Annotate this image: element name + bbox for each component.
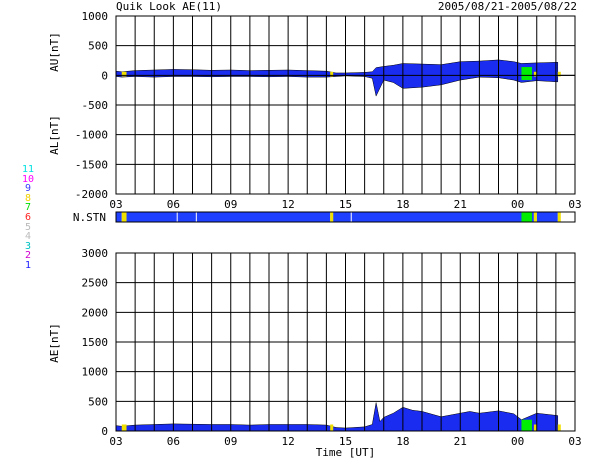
au-al-ytick: -500 — [82, 99, 109, 112]
au-al-ytick: -2000 — [75, 188, 108, 201]
station-legend-item: 5 — [24, 221, 32, 233]
nstn-gap-marker — [330, 212, 334, 222]
ae-xtick: 03 — [568, 435, 581, 448]
au-al-ytick: 0 — [101, 69, 108, 82]
date-range: 2005/08/21-2005/08/22 — [437, 0, 577, 13]
ae-xtick: 15 — [339, 435, 352, 448]
ae-ytick: 500 — [88, 395, 108, 408]
au-al-gap-marker — [557, 71, 561, 77]
ae-ytick: 2500 — [82, 277, 109, 290]
nstn-gap-marker — [533, 212, 537, 222]
nstn-segment — [126, 212, 331, 222]
ae-xtick: 06 — [167, 435, 180, 448]
chart-title: Quik Look AE(11) — [116, 0, 222, 13]
au-al-ytick: -1500 — [75, 158, 108, 171]
au-al-green-segment — [521, 67, 532, 81]
au-al-xtick: 12 — [282, 198, 295, 211]
ae-ytick: 2000 — [82, 306, 109, 319]
al-axis-label: AL[nT] — [48, 115, 61, 155]
au-al-xtick: 21 — [454, 198, 467, 211]
au-al-xtick: 03 — [109, 198, 122, 211]
ae-gap-marker — [330, 424, 334, 431]
nstn-frame — [115, 211, 576, 223]
ae-ytick: 3000 — [82, 247, 109, 260]
station-legend-item: 8 — [24, 192, 32, 204]
ae-xtick: 00 — [511, 435, 524, 448]
au-al-xtick: 00 — [511, 198, 524, 211]
station-legend-item: 1 — [24, 259, 32, 271]
nstn-gap-marker — [121, 212, 127, 222]
nstn-gap-marker — [557, 212, 561, 222]
au-al-gap-marker — [121, 71, 127, 77]
nstn-segment — [116, 212, 122, 222]
au-axis-label: AU[nT] — [48, 32, 61, 72]
ae-ytick: 1000 — [82, 366, 109, 379]
au-al-xtick: 18 — [396, 198, 409, 211]
ae-xtick: 12 — [282, 435, 295, 448]
ae-xtick: 21 — [454, 435, 467, 448]
ae-ytick: 1500 — [82, 336, 109, 349]
ae-xtick: 03 — [109, 435, 122, 448]
station-legend-item: 2 — [24, 250, 32, 262]
ae-xtick: 18 — [396, 435, 409, 448]
station-legend-item: 6 — [24, 211, 32, 223]
au-al-xtick: 09 — [224, 198, 237, 211]
au-al-area — [115, 59, 559, 97]
au-al-ytick: -1000 — [75, 129, 108, 142]
ae-xtick: 09 — [224, 435, 237, 448]
station-legend-item: 7 — [24, 202, 32, 214]
ae-axis-label: AE[nT] — [48, 323, 61, 363]
ae-ytick: 0 — [101, 425, 108, 438]
station-legend: 11 10 9 8 7 6 5 4 3 2 1 — [20, 165, 36, 271]
station-legend-item: 9 — [24, 183, 32, 195]
au-al-gap-marker — [330, 71, 334, 77]
chart-header: Quik Look AE(11) 2005/08/21-2005/08/22 — [0, 0, 590, 14]
station-legend-item: 4 — [24, 231, 32, 243]
ae-gap-marker — [557, 424, 561, 431]
ae-gap-marker — [533, 424, 537, 431]
nstn-segment — [536, 212, 558, 222]
au-al-ytick: 500 — [88, 40, 108, 53]
ae-area — [115, 402, 559, 432]
nstn-segment — [333, 212, 534, 222]
au-al-xtick: 06 — [167, 198, 180, 211]
au-al-xtick: 03 — [568, 198, 581, 211]
au-al-ytick: 1000 — [82, 10, 109, 23]
station-legend-item: 11 — [21, 164, 35, 175]
ae-gap-marker — [121, 424, 127, 431]
station-legend-item: 3 — [24, 240, 32, 252]
station-legend-item: 10 — [21, 173, 35, 185]
ae-green-segment — [521, 419, 532, 431]
au-al-xtick: 15 — [339, 198, 352, 211]
nstn-green-segment — [521, 212, 532, 222]
au-al-gap-marker — [533, 71, 537, 77]
nstn-label: N.STN — [73, 211, 106, 224]
ae-xlabel: Time [UT] — [316, 446, 376, 459]
